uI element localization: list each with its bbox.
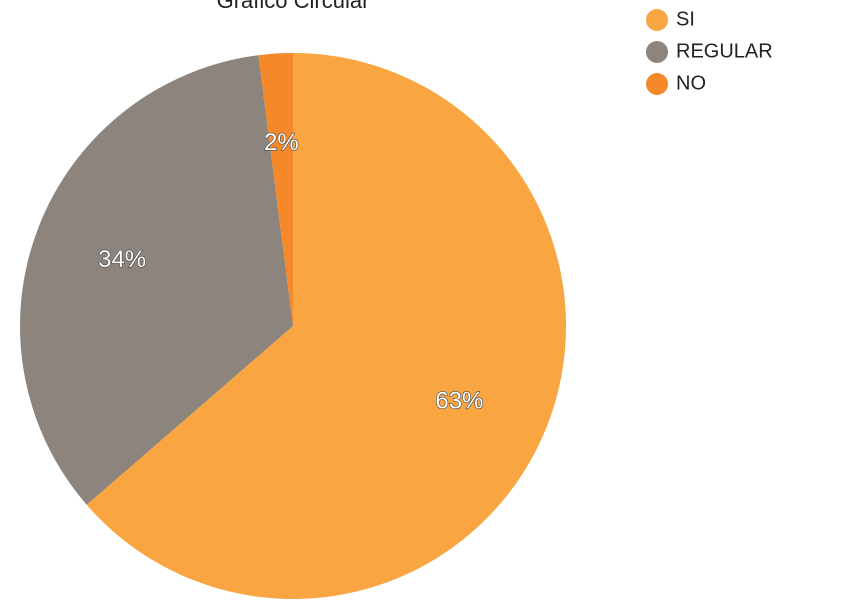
value-label: 63% — [435, 387, 483, 414]
pie-slice — [86, 53, 567, 599]
chart-title: Gráfico Circular — [217, 0, 370, 13]
legend-label: NO — [676, 72, 706, 94]
value-label: 2% — [264, 129, 299, 156]
legend-swatch — [646, 41, 668, 63]
value-label: 34% — [98, 246, 146, 273]
pie-slice — [19, 55, 293, 505]
legend-label: REGULAR — [676, 40, 773, 62]
legend-label: SI — [676, 8, 695, 30]
legend-swatch — [646, 73, 668, 95]
pie-slice — [258, 53, 293, 326]
legend-swatch — [646, 9, 668, 31]
